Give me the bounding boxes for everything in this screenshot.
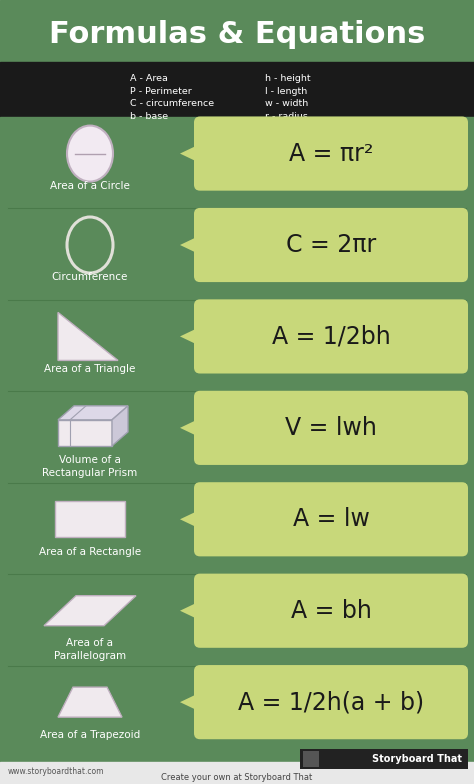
- Bar: [58, 420, 112, 446]
- Text: C = 2πr: C = 2πr: [286, 233, 376, 257]
- Text: Area of a Trapezoid: Area of a Trapezoid: [40, 730, 140, 739]
- Text: Area of a Circle: Area of a Circle: [50, 181, 130, 191]
- Text: Create your own at Storyboard That: Create your own at Storyboard That: [161, 774, 313, 782]
- Text: A = 1/2bh: A = 1/2bh: [272, 325, 391, 348]
- FancyBboxPatch shape: [194, 574, 468, 648]
- FancyBboxPatch shape: [194, 117, 468, 191]
- Text: w - width: w - width: [265, 99, 308, 108]
- Text: A = 1/2h(a + b): A = 1/2h(a + b): [238, 690, 424, 714]
- Bar: [0, 0, 474, 62]
- Text: Storyboard That: Storyboard That: [372, 754, 462, 764]
- Bar: [55, 501, 125, 537]
- Text: Area of a
Parallelogram: Area of a Parallelogram: [54, 638, 126, 661]
- Text: h - height: h - height: [265, 74, 310, 83]
- Polygon shape: [180, 692, 201, 712]
- Ellipse shape: [67, 125, 113, 182]
- Polygon shape: [180, 235, 201, 255]
- Text: A = πr²: A = πr²: [289, 142, 373, 165]
- Text: Volume of a
Rectangular Prism: Volume of a Rectangular Prism: [42, 456, 137, 477]
- Polygon shape: [58, 313, 118, 361]
- Polygon shape: [180, 510, 201, 529]
- Text: Area of a Rectangle: Area of a Rectangle: [39, 546, 141, 557]
- Bar: [0, 62, 474, 117]
- Polygon shape: [44, 596, 136, 626]
- Polygon shape: [180, 418, 201, 437]
- Text: V = lwh: V = lwh: [285, 416, 377, 440]
- Bar: [300, 749, 468, 769]
- Polygon shape: [112, 406, 128, 446]
- Polygon shape: [180, 326, 201, 347]
- Text: r - radius: r - radius: [265, 111, 308, 121]
- Text: Area of a Triangle: Area of a Triangle: [44, 364, 136, 374]
- Text: l - length: l - length: [265, 86, 307, 96]
- Bar: [0, 762, 474, 784]
- Text: Circumference: Circumference: [52, 272, 128, 282]
- Text: b - base: b - base: [130, 111, 168, 121]
- Text: Formulas & Equations: Formulas & Equations: [49, 20, 425, 49]
- Text: A = bh: A = bh: [291, 599, 372, 622]
- FancyBboxPatch shape: [194, 482, 468, 557]
- Polygon shape: [58, 406, 128, 420]
- Polygon shape: [180, 601, 201, 621]
- Text: P - Perimeter: P - Perimeter: [130, 86, 192, 96]
- FancyBboxPatch shape: [194, 208, 468, 282]
- Polygon shape: [180, 143, 201, 164]
- Polygon shape: [58, 687, 122, 717]
- FancyBboxPatch shape: [194, 390, 468, 465]
- Text: A = lw: A = lw: [292, 507, 369, 532]
- FancyBboxPatch shape: [194, 665, 468, 739]
- Text: www.storyboardthat.com: www.storyboardthat.com: [8, 767, 104, 775]
- Text: A - Area: A - Area: [130, 74, 168, 83]
- FancyBboxPatch shape: [194, 299, 468, 373]
- Text: C - circumference: C - circumference: [130, 99, 214, 108]
- Bar: [0, 117, 474, 784]
- Bar: [303, 751, 319, 767]
